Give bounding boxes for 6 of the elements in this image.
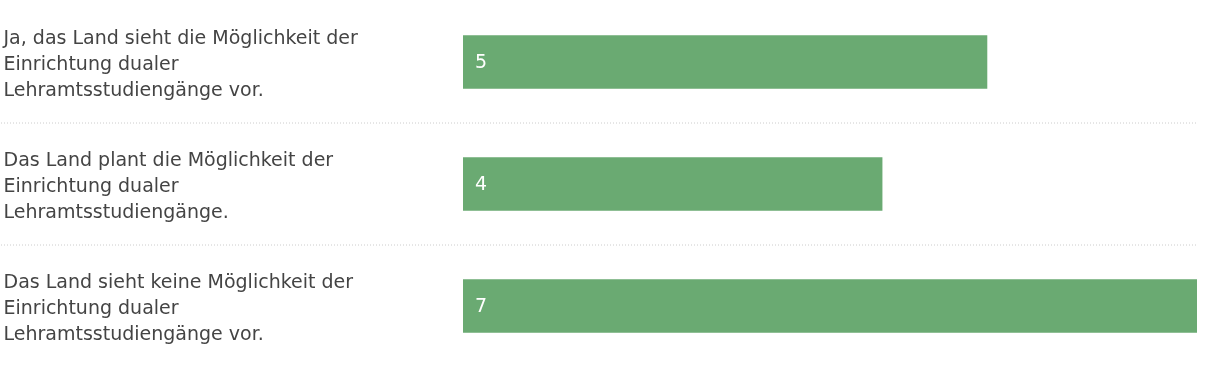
y-tick-label: Das Land plant die Möglichkeit der Einrichtung dualer Lehramtsstudiengänge. [3, 148, 334, 222]
data-label: 5 [475, 50, 488, 72]
y-tick-label: Ja, das Land sieht die Möglichkeit der Einrichtung dualer Lehramtsstudiengänge vor. [2, 26, 358, 100]
y-tick-label: Das Land sieht keine Möglichkeit der Einrichtung dualer Lehramtsstudiengänge vor. [3, 270, 354, 344]
data-label: 7 [475, 294, 488, 316]
data-label: 4 [475, 172, 488, 194]
